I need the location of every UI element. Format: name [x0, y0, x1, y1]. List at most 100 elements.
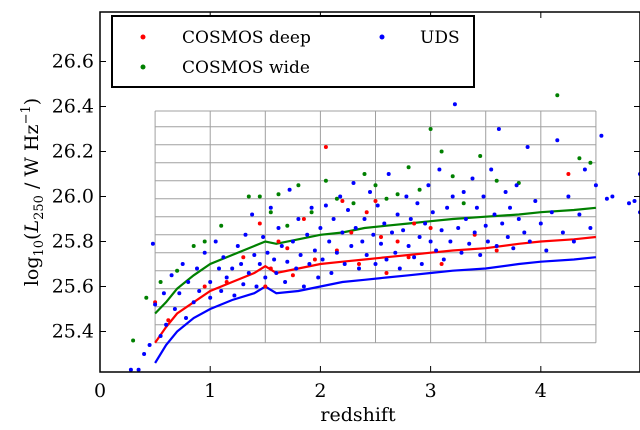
uds-point — [430, 210, 435, 215]
uds-point — [230, 266, 235, 271]
cosmos-deep-point — [224, 280, 229, 284]
uds-point — [485, 239, 490, 244]
uds-point — [393, 250, 398, 255]
uds-point — [305, 232, 310, 237]
uds-point — [169, 273, 174, 278]
uds-point — [195, 266, 199, 271]
y-tick-label: 25.4 — [52, 321, 94, 343]
cosmos-deep-point — [323, 145, 328, 149]
uds-point — [320, 257, 325, 262]
curve-lines — [154, 206, 597, 364]
uds-point — [459, 250, 464, 255]
cosmos-wide-point — [428, 127, 433, 131]
uds-point — [632, 199, 637, 203]
y-axis-label: log10(L250 / W Hz−1) — [19, 98, 47, 286]
cosmos-deep-point — [373, 199, 378, 203]
cosmos-deep-point — [290, 273, 295, 278]
uds-point — [437, 167, 442, 172]
uds-point — [577, 212, 582, 217]
uds-point — [382, 221, 387, 226]
uds-point — [150, 241, 155, 246]
x-tick-label: 3 — [425, 380, 437, 402]
legend-marker-uds — [379, 34, 385, 40]
uds-point — [357, 266, 361, 271]
cosmos-deep-point — [312, 257, 317, 262]
uds-point — [496, 127, 501, 131]
uds-point — [379, 241, 383, 246]
uds-point — [395, 212, 400, 217]
uds-point — [309, 205, 314, 210]
uds-point — [511, 246, 516, 251]
y-tick-label: 25.8 — [52, 231, 94, 253]
cosmos-deep-point — [412, 221, 417, 226]
uds-point — [351, 181, 356, 185]
cosmos-deep-point — [439, 262, 444, 266]
legend-label-cosmos-deep: COSMOS deep — [182, 28, 311, 48]
cosmos-deep-point — [349, 230, 354, 235]
uds-point — [142, 352, 147, 356]
uds-point — [375, 203, 380, 208]
uds-point — [516, 217, 521, 221]
uds-point — [478, 253, 483, 257]
uds-point — [415, 201, 420, 206]
uds-point — [158, 334, 163, 338]
uds-point — [346, 208, 350, 212]
uds-point — [224, 275, 229, 280]
cosmos-deep-point — [276, 239, 281, 244]
uds-point — [610, 194, 615, 199]
cosmos-wide-point — [478, 154, 483, 158]
uds-point — [492, 212, 497, 217]
cosmos-deep-point — [494, 248, 499, 253]
uds-point — [489, 167, 494, 172]
uds-point — [503, 190, 508, 194]
uds-point — [474, 205, 479, 210]
cosmos-wide-point — [257, 194, 262, 199]
cosmos-wide-point — [395, 192, 400, 197]
uds-point — [254, 284, 259, 289]
uds-point — [287, 187, 292, 192]
y-tick-label: 26.2 — [52, 141, 94, 163]
uds-point — [456, 226, 461, 230]
cosmos-wide-point — [577, 156, 582, 161]
y-label-func-sub: 10 — [32, 240, 47, 257]
legend-label-uds: UDS — [420, 28, 460, 48]
cosmos-deep-point — [566, 172, 571, 176]
uds-point — [522, 230, 527, 235]
uds-point — [272, 257, 277, 262]
y-label-open: ( — [21, 233, 43, 240]
uds-point — [555, 138, 560, 143]
uds-point — [397, 266, 402, 271]
x-tick-label: 2 — [314, 380, 326, 402]
uds-point — [239, 262, 244, 266]
cosmos-wide-point — [309, 210, 314, 215]
uds-point — [283, 280, 288, 284]
cosmos-wide-point — [219, 223, 224, 228]
plot-frame — [99, 11, 640, 373]
cosmos-wide-point — [323, 178, 328, 183]
cosmos-wide-point — [588, 160, 593, 165]
cosmos-wide-point — [406, 165, 411, 170]
uds-point — [290, 239, 295, 244]
uds-point — [538, 221, 543, 226]
green-curve — [154, 206, 597, 315]
y-tick-label: 25.6 — [52, 276, 94, 298]
y-label-func: log — [21, 256, 43, 286]
uds-point — [191, 300, 196, 305]
uds-point — [279, 244, 284, 248]
legend: COSMOS deep UDS COSMOS wide — [111, 15, 475, 88]
uds-point — [390, 230, 394, 235]
y-tick-label: 26.6 — [52, 51, 94, 73]
uds-point — [368, 190, 372, 194]
uds-point — [364, 253, 369, 257]
uds-point — [544, 248, 549, 253]
uds-point — [566, 194, 571, 199]
cosmos-deep-point — [428, 226, 433, 230]
uds-point — [136, 367, 141, 372]
uds-point — [571, 239, 576, 244]
cosmos-deep-point — [301, 217, 306, 221]
uds-point — [349, 244, 354, 248]
uds-point — [327, 239, 332, 244]
uds-point — [527, 239, 532, 244]
uds-point — [241, 282, 246, 287]
